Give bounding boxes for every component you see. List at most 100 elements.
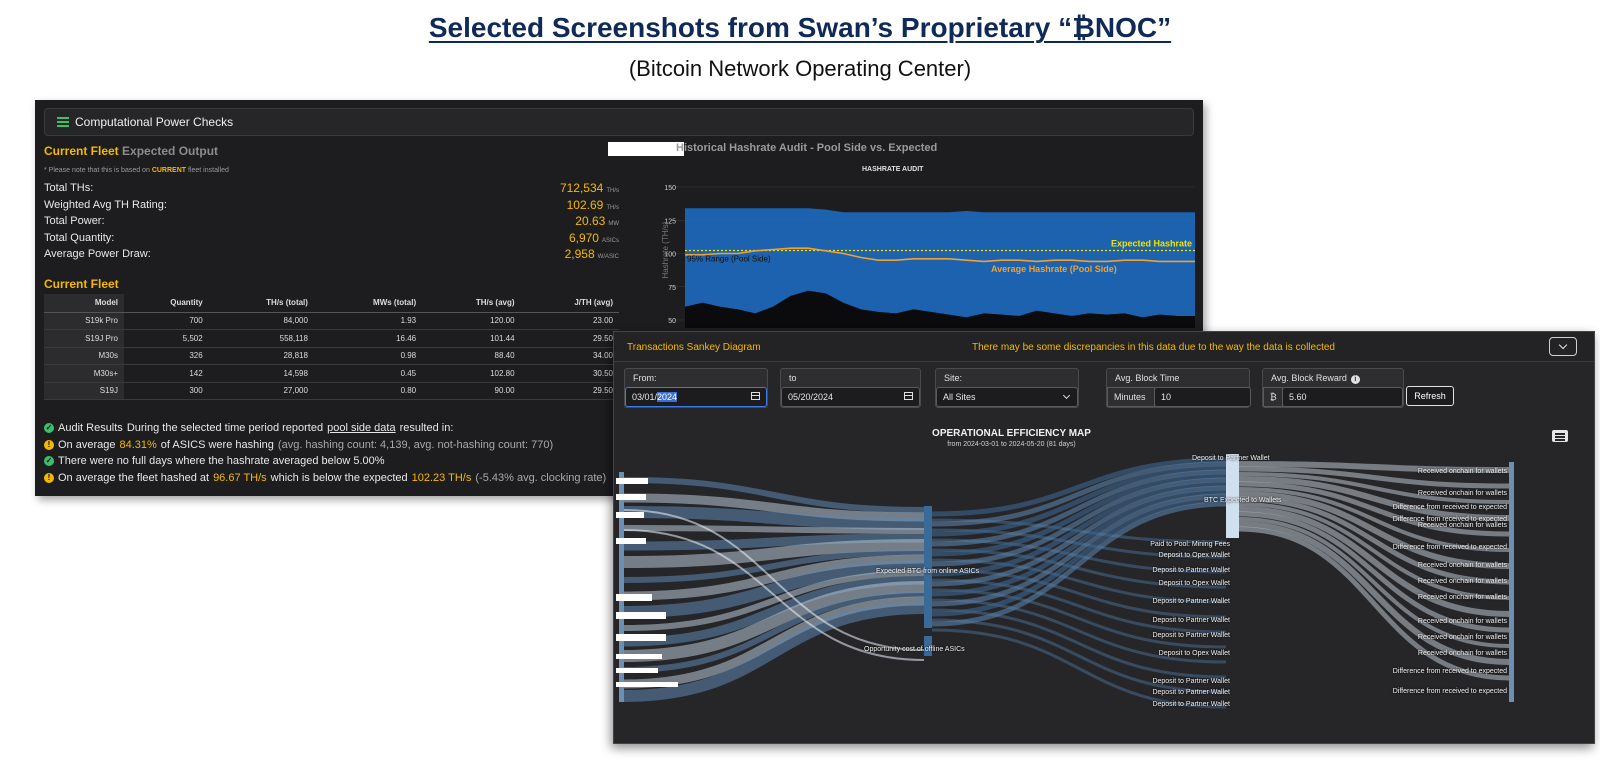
table-cell: 29.50 — [520, 329, 619, 348]
column-header[interactable]: Quantity — [124, 294, 209, 313]
sankey-link — [931, 578, 1227, 634]
node-label-btc-expected: BTC Expected to Wallets — [1204, 497, 1282, 504]
y-axis-label: Hashrate (TH/s) — [661, 221, 670, 278]
sankey-diagram — [616, 454, 1514, 709]
fleet-stats: Total THs: 712,534 TH/s Weighted Avg TH Ra… — [44, 180, 619, 263]
column-header[interactable]: TH/s (total) — [208, 294, 314, 313]
sankey-node-opportunity-cost — [924, 636, 932, 656]
site-label: Site: — [944, 373, 963, 383]
block-time-input[interactable]: 10 — [1154, 387, 1251, 407]
mid-node-label: Deposit to Partner Wallet — [1152, 617, 1230, 624]
sankey-link — [931, 469, 1227, 547]
table-row: S19k Pro 700 84,000 1.93 120.00 23.00 — [44, 312, 619, 330]
table-cell: S19k Pro — [44, 312, 124, 330]
audit-intro: During the selected time period reported — [126, 422, 324, 435]
from-date-year: 2024 — [657, 392, 678, 402]
note-suffix: fleet installed — [188, 167, 229, 174]
right-node-label: Received onchain for wallets — [1417, 562, 1507, 569]
table-cell: 558,118 — [208, 329, 314, 348]
list-icon — [57, 117, 69, 127]
to-date-input[interactable]: 05/20/2024 — [781, 387, 920, 407]
hashrate-chart: 50 75 100 125 150 Hashrate (TH/s) Expected H… — [661, 185, 1195, 328]
info-icon[interactable]: i — [1350, 375, 1360, 384]
sankey-link — [1238, 466, 1510, 489]
sankey-link — [1238, 491, 1510, 569]
stat-value: 6,970 — [568, 230, 599, 245]
block-reward-label: Avg. Block Reward i — [1271, 373, 1360, 384]
audit-text: There were no full days where the hashra… — [58, 455, 385, 468]
site-select[interactable]: All Sites — [936, 387, 1078, 407]
right-node-label: Received onchain for wallets — [1417, 522, 1507, 529]
audit-line: ! On average 84.31% of ASICS were hashin… — [44, 437, 644, 454]
calendar-icon[interactable] — [904, 392, 913, 400]
sankey-link — [1238, 461, 1510, 473]
sankey-node-btc-expected — [1226, 454, 1239, 538]
sankey-header-bar: Transactions Sankey Diagram There may be… — [614, 332, 1594, 362]
calendar-icon[interactable] — [751, 392, 760, 400]
block-reward-value: 5.60 — [1289, 392, 1307, 402]
stat-label: Total THs: — [44, 182, 94, 195]
sankey-link — [623, 602, 925, 702]
mid-node-label: Deposit to Partner Wallet — [1152, 689, 1230, 696]
y-tick-label: 75 — [668, 285, 676, 292]
sankey-link — [1238, 487, 1510, 552]
audit-line: ✓ There were no full days where the hash… — [44, 453, 644, 470]
sankey-link — [931, 588, 1227, 649]
block-reward-input[interactable]: 5.60 — [1282, 387, 1403, 407]
hamburger-menu-icon[interactable] — [1552, 430, 1568, 442]
sankey-link — [1238, 506, 1510, 617]
column-header[interactable]: J/TH (avg) — [520, 294, 619, 313]
right-node-label: Difference from received to expected — [1392, 688, 1507, 695]
right-node-label: Received onchain for wallets — [1417, 578, 1507, 585]
table-cell: 300 — [124, 382, 209, 400]
table-cell: 0.80 — [313, 382, 423, 400]
sankey-nodes — [616, 454, 1514, 702]
table-cell: 1.93 — [313, 312, 423, 330]
table-cell: 88.40 — [422, 347, 521, 365]
redaction-box — [616, 512, 644, 518]
range-band — [685, 208, 1195, 318]
column-header[interactable]: Model — [44, 294, 124, 313]
pool-side-data-link[interactable]: pool side data — [327, 422, 396, 435]
column-header[interactable]: TH/s (avg) — [422, 294, 521, 313]
table-cell: S19J Pro — [44, 329, 124, 348]
redaction-box — [616, 538, 646, 544]
right-node-label: Received onchain for wallets — [1417, 594, 1507, 601]
fleet-table: Model Quantity TH/s (total) MWs (total) … — [44, 294, 619, 400]
from-label: From: — [633, 373, 657, 383]
table-cell: 23.00 — [520, 312, 619, 330]
sankey-link — [623, 529, 925, 661]
audit-detail: (-5.43% avg. clocking rate) — [475, 471, 607, 484]
table-cell: 0.98 — [313, 347, 423, 365]
refresh-button[interactable]: Refresh — [1406, 386, 1454, 406]
table-cell: 16.46 — [313, 329, 423, 348]
mid-node-label: Deposit to Partner Wallet — [1152, 701, 1230, 708]
sankey-link — [623, 570, 925, 631]
column-header[interactable]: MWs (total) — [313, 294, 423, 313]
expected-output-title: Current Fleet Expected Output — [44, 144, 218, 158]
from-date-field: From: 03/01/2024 — [624, 368, 768, 408]
bitcoin-unit: ₿ — [1263, 387, 1283, 407]
stat-value: 712,534 — [559, 181, 604, 196]
slide-header: Selected Screenshots from Swan’s Proprie… — [0, 12, 1600, 82]
audit-intro-end: resulted in: — [399, 422, 454, 435]
table-cell: M30s+ — [44, 364, 124, 383]
mid-node-label: Deposit to Opex Wallet — [1158, 580, 1230, 587]
stat-unit: TH/s — [606, 204, 619, 211]
collapse-button[interactable] — [1549, 337, 1577, 356]
power-checks-header[interactable]: Computational Power Checks — [44, 108, 1194, 136]
right-node-label: Difference from received to expected — [1392, 504, 1507, 511]
table-cell: 142 — [124, 364, 209, 383]
redaction-box — [616, 668, 658, 673]
mid-node-label: Deposit to Opex Wallet — [1158, 650, 1230, 657]
mid-node-label: Deposit to Partner Wallet — [1152, 678, 1230, 685]
right-node-label: Received onchain for wallets — [1417, 618, 1507, 625]
block-reward-field: Avg. Block Reward i ₿ 5.60 — [1262, 368, 1404, 408]
sankey-link — [931, 628, 1227, 709]
sankey-link — [1238, 511, 1510, 633]
sankey-node-sources — [619, 472, 624, 702]
block-time-value: 10 — [1161, 392, 1172, 402]
from-date-month-day: 03/01/ — [632, 392, 658, 402]
y-tick-label: 100 — [664, 252, 676, 259]
from-date-input[interactable]: 03/01/2024 — [625, 387, 767, 407]
